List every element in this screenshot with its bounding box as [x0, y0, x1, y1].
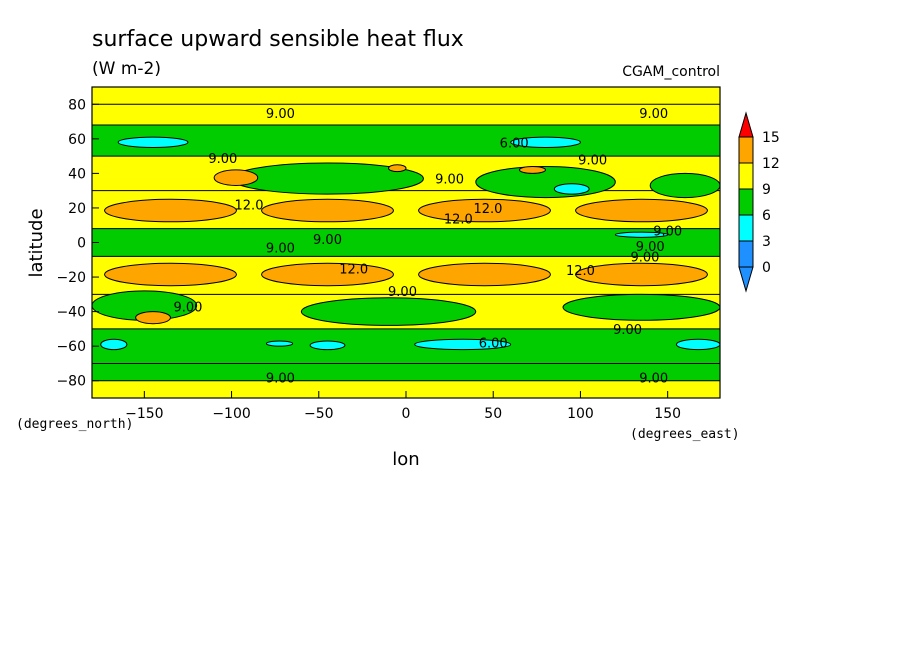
colorbar-over-arrow: [738, 111, 754, 138]
patch-0-2: [418, 198, 551, 223]
contour-label-14: 12.0: [339, 262, 368, 277]
contour-label-3: 9.00: [208, 152, 237, 167]
patch-10: [100, 338, 128, 351]
patch-1-3: [575, 262, 708, 287]
contour-label-17: 9.00: [173, 300, 202, 315]
patch-0-1: [261, 198, 394, 223]
x-tick-label-5: 100: [567, 406, 594, 422]
y-axis-label: latitude: [26, 208, 47, 277]
contour-label-20: 9.00: [266, 371, 295, 386]
colorbar-bin-1: [738, 214, 754, 242]
colorbar-label-0: 0: [762, 260, 771, 276]
band-8: [92, 328, 720, 364]
band-10: [92, 380, 720, 398]
x-axis: −150 −100 −50 0 50 100 150: [125, 391, 681, 422]
patch-0-0: [104, 198, 237, 223]
chart-title: surface upward sensible heat flux: [92, 27, 464, 52]
x-tick-label-3: 0: [402, 406, 411, 422]
colorbar-bin-0: [738, 240, 754, 268]
y-axis: −80 −60 −40 −20 0 20 40 60 80: [56, 97, 99, 390]
x-units-label: (degrees_east): [630, 427, 740, 442]
band-2: [92, 125, 720, 157]
patch-0-3: [575, 198, 708, 223]
y-tick-label-1: −60: [56, 339, 86, 355]
y-tick-label-7: 60: [68, 132, 86, 148]
contour-label-7: 12.0: [474, 202, 503, 217]
patch-18: [135, 311, 172, 325]
x-tick-label-6: 150: [654, 406, 681, 422]
contour-label-19: 6.00: [479, 337, 508, 352]
contour-label-6: 12.0: [235, 198, 264, 213]
band-5: [92, 228, 720, 257]
band-0: [92, 87, 720, 105]
patch-1-2: [418, 262, 551, 287]
y-tick-label-8: 80: [68, 97, 86, 113]
y-tick-label-3: −20: [56, 270, 86, 286]
colorbar: 0 3 6 9 12 15: [738, 111, 780, 293]
contour-label-4: 9.00: [578, 154, 607, 169]
colorbar-label-12: 12: [762, 156, 780, 172]
contour-label-2: 6.00: [500, 136, 529, 151]
run-label: CGAM_control: [622, 64, 720, 80]
contour-label-16: 9.00: [388, 285, 417, 300]
patch-4: [649, 172, 720, 199]
contour-label-9: 9.00: [653, 224, 682, 239]
patch-17: [518, 165, 547, 174]
patch-20: [614, 231, 669, 238]
contour-label-10: 9.00: [313, 233, 342, 248]
contour-label-15: 12.0: [566, 264, 595, 279]
y-tick-label-6: 40: [68, 166, 86, 182]
chart-subtitle: (W m-2): [92, 59, 161, 79]
x-tick-label-1: −100: [212, 406, 250, 422]
contour-label-0: 9.00: [266, 107, 295, 122]
patch-14: [553, 183, 590, 195]
patch-15: [213, 169, 259, 186]
colorbar-under-arrow: [738, 266, 754, 293]
patch-1-1: [261, 262, 394, 287]
y-units-label: (degrees_north): [16, 417, 133, 432]
patch-3: [475, 165, 616, 199]
contour-label-5: 9.00: [435, 173, 464, 188]
patch-12: [414, 338, 512, 351]
colorbar-bin-4: [738, 136, 754, 164]
y-tick-label-0: −80: [56, 374, 86, 390]
patch-13: [675, 338, 720, 351]
band-9: [92, 363, 720, 381]
contour-label-12: 9.00: [636, 240, 665, 255]
patch-9: [510, 136, 581, 148]
x-axis-label: lon: [392, 449, 419, 470]
contour-label-18: 9.00: [613, 323, 642, 338]
colorbar-label-3: 3: [762, 234, 771, 250]
colorbar-bin-2: [738, 188, 754, 216]
patch-8: [117, 136, 189, 148]
y-tick-label-4: 0: [77, 236, 86, 252]
contour-label-21: 9.00: [639, 371, 668, 386]
x-tick-label-2: −50: [304, 406, 334, 422]
contour-label-13: 9.00: [631, 250, 660, 265]
contour-label-1: 9.00: [639, 107, 668, 122]
patch-6: [300, 297, 477, 326]
y-tick-label-5: 20: [68, 201, 86, 217]
x-tick-label-0: −150: [125, 406, 163, 422]
contour-label-8: 12.0: [444, 212, 473, 227]
patch-11: [309, 340, 346, 351]
band-1: [92, 104, 720, 126]
patch-16: [388, 164, 407, 173]
y-tick-label-2: −40: [56, 305, 86, 321]
x-tick-label-4: 50: [484, 406, 502, 422]
colorbar-label-9: 9: [762, 182, 771, 198]
colorbar-label-15: 15: [762, 130, 780, 146]
colorbar-label-6: 6: [762, 208, 771, 224]
patch-19: [265, 340, 294, 347]
plot-area: [92, 87, 720, 398]
contour-label-11: 9.00: [266, 242, 295, 257]
patch-7: [562, 293, 720, 321]
patch-1-0: [104, 262, 237, 287]
colorbar-bin-3: [738, 162, 754, 190]
